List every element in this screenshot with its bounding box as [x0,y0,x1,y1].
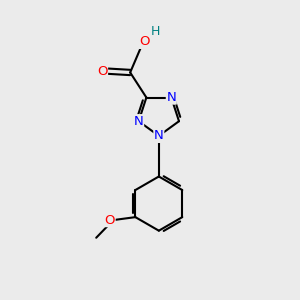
Text: N: N [134,115,143,128]
Text: O: O [97,64,107,77]
Text: O: O [104,214,115,226]
Text: N: N [167,91,176,104]
Text: H: H [151,25,160,38]
Text: N: N [154,129,164,142]
Text: O: O [139,35,149,48]
